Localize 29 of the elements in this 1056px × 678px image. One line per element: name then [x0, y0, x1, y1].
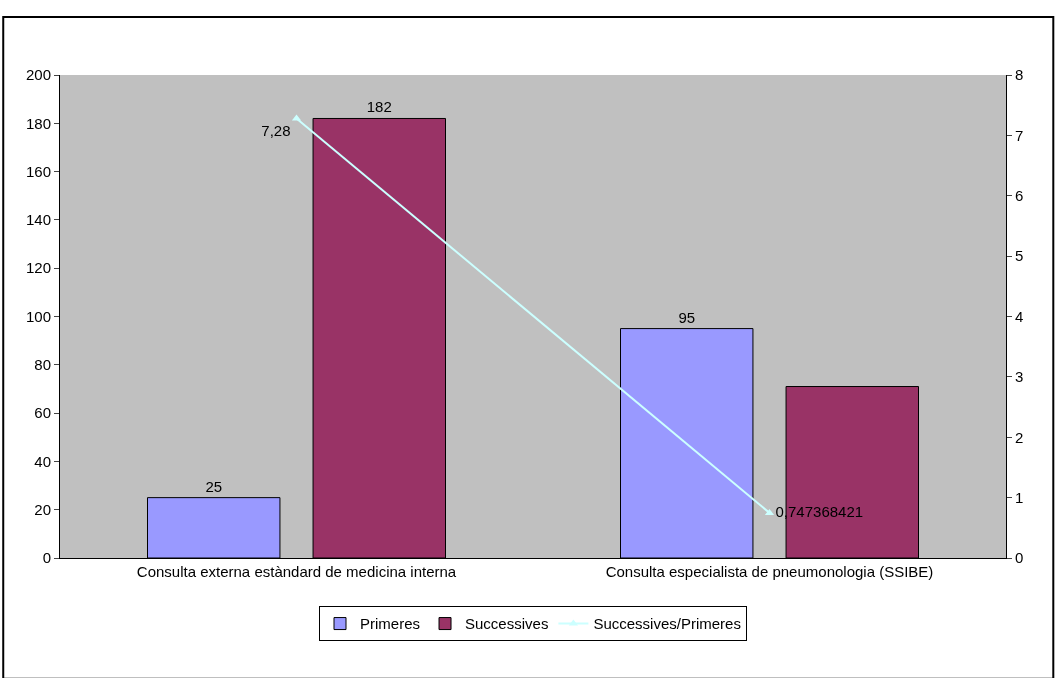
y2-tick-label: 3: [1015, 368, 1024, 386]
y2-tick-label: 7: [1015, 126, 1024, 144]
y2-tick-label: 6: [1015, 187, 1024, 204]
y2-tick-label: 1: [1015, 488, 1024, 506]
x-tick-label: Consulta externa estàndard de medicina interna: [136, 563, 457, 580]
y-tick-label: 200: [25, 66, 51, 84]
y-tick-label: 100: [25, 307, 51, 325]
y2-tick-label: 5: [1015, 247, 1024, 265]
y-tick-label: 80: [34, 356, 51, 374]
data-label: 95: [678, 308, 696, 326]
y-tick-label: 120: [25, 259, 51, 277]
data-label: 182: [366, 98, 392, 116]
legend-label: Successives/Primeres: [593, 615, 741, 633]
legend-label: Successives: [465, 615, 549, 633]
y2-tick-label: 2: [1015, 428, 1024, 446]
y-tick-label: 20: [34, 500, 51, 518]
legend-label: Primeres: [360, 615, 421, 633]
y-tick-label: 140: [25, 211, 51, 229]
x-tick-label: Consulta especialista de pneumonologia (SSIBE): [605, 563, 934, 580]
y2-tick-label: 0: [1015, 549, 1024, 567]
y-tick-label: 0: [42, 549, 51, 567]
y-tick-label: 40: [34, 452, 51, 470]
y2-tick-label: 4: [1015, 307, 1024, 325]
data-label: 7,28: [261, 121, 291, 139]
y2-tick-label: 8: [1015, 66, 1024, 84]
y-tick-label: 180: [25, 114, 51, 132]
data-label: 25: [205, 477, 223, 495]
y-tick-label: 160: [25, 162, 51, 180]
y-tick-label: 60: [34, 404, 51, 422]
